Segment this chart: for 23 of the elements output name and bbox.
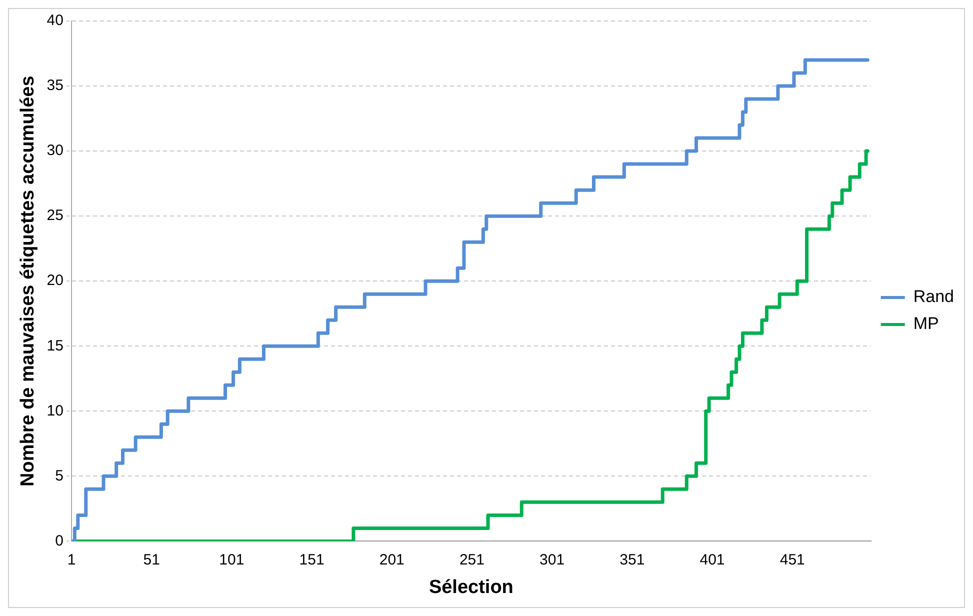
y-tick-label: 35 [46, 77, 64, 94]
x-tick-label: 301 [540, 551, 565, 568]
x-tick-label: 401 [700, 551, 725, 568]
x-tick-label: 251 [459, 551, 484, 568]
x-tick-label: 51 [143, 551, 160, 568]
x-tick-label: 1 [67, 551, 76, 568]
legend-label: MP [913, 314, 939, 334]
y-tick-label: 25 [46, 207, 64, 224]
y-tick-label: 5 [55, 467, 64, 484]
x-tick-label: 351 [620, 551, 645, 568]
x-tick-label: 101 [219, 551, 244, 568]
x-tick-label: 451 [780, 551, 805, 568]
y-tick-label: 0 [55, 532, 64, 550]
y-tick-label: 10 [46, 402, 64, 420]
x-tick-label: 201 [379, 551, 404, 568]
y-axis-title: Nombre de mauvaises étiquettes accumulées [18, 76, 39, 486]
x-tick-label: 151 [299, 551, 324, 568]
legend-label: Rand [913, 287, 954, 306]
y-tick-label: 30 [46, 142, 64, 160]
y-tick-label: 40 [46, 12, 64, 30]
x-axis-title: Sélection [428, 576, 514, 598]
y-tick-label: 20 [46, 272, 64, 290]
y-tick-label: 15 [46, 337, 64, 354]
